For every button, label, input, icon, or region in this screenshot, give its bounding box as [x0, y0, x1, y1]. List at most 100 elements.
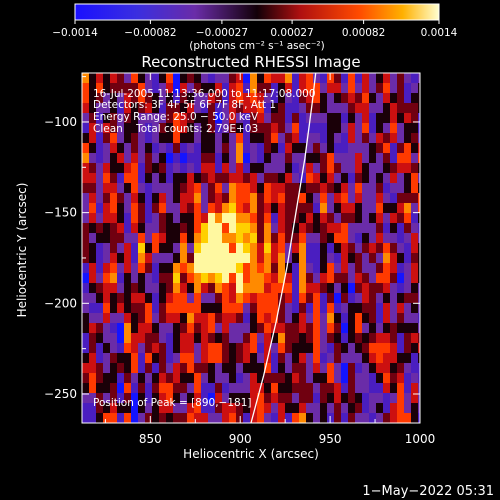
- heatmap-cell: [138, 343, 146, 354]
- heatmap-cell: [103, 73, 111, 84]
- heatmap-cell: [222, 213, 230, 224]
- heatmap-cell: [397, 293, 405, 304]
- heatmap-cell: [362, 243, 370, 254]
- heatmap-cell: [187, 203, 195, 214]
- heatmap-cell: [215, 73, 223, 84]
- heatmap-cell: [180, 363, 188, 374]
- heatmap-cell: [138, 73, 146, 84]
- heatmap-cell: [397, 233, 405, 244]
- heatmap-cell: [383, 153, 391, 164]
- heatmap-cell: [117, 333, 125, 344]
- heatmap-cell: [334, 183, 342, 194]
- heatmap-cell: [285, 273, 293, 284]
- heatmap-cell: [306, 353, 314, 364]
- heatmap-cell: [313, 393, 321, 404]
- heatmap-cell: [334, 343, 342, 354]
- heatmap-cell: [110, 353, 118, 364]
- heatmap-cell: [89, 303, 97, 314]
- heatmap-cell: [173, 93, 181, 104]
- heatmap-cell: [145, 323, 153, 334]
- heatmap-cell: [397, 83, 405, 94]
- heatmap-cell: [362, 113, 370, 124]
- heatmap-cell: [103, 263, 111, 274]
- chart-title: Reconstructed RHESSI Image: [141, 53, 360, 71]
- heatmap-cell: [187, 313, 195, 324]
- heatmap-cell: [229, 153, 237, 164]
- heatmap-cell: [313, 153, 321, 164]
- heatmap-cell: [411, 193, 419, 204]
- heatmap-cell: [397, 173, 405, 184]
- heatmap-cell: [96, 153, 104, 164]
- heatmap-cell: [222, 183, 230, 194]
- heatmap-cell: [376, 273, 384, 284]
- heatmap-cell: [411, 283, 419, 294]
- heatmap-cell: [215, 223, 223, 234]
- heatmap-cell: [362, 343, 370, 354]
- heatmap-cell: [250, 303, 258, 314]
- heatmap-cell: [271, 173, 279, 184]
- heatmap-cell: [250, 383, 258, 394]
- heatmap-cell: [383, 323, 391, 334]
- heatmap-cell: [152, 223, 160, 234]
- heatmap-cell: [194, 353, 202, 364]
- heatmap-cell: [285, 363, 293, 374]
- heatmap-cell: [89, 223, 97, 234]
- heatmap-cell: [355, 273, 363, 284]
- heatmap-cell: [152, 103, 160, 114]
- heatmap-cell: [117, 353, 125, 364]
- heatmap-cell: [229, 403, 237, 414]
- heatmap-cell: [348, 243, 356, 254]
- heatmap-cell: [250, 393, 258, 404]
- heatmap-cell: [124, 93, 132, 104]
- heatmap-cell: [250, 323, 258, 334]
- heatmap-cell: [383, 403, 391, 414]
- heatmap-cell: [271, 403, 279, 414]
- heatmap-cell: [257, 153, 265, 164]
- heatmap-cell: [355, 173, 363, 184]
- heatmap-cell: [292, 193, 300, 204]
- heatmap-cell: [285, 383, 293, 394]
- heatmap-cell: [418, 173, 420, 184]
- heatmap-cell: [159, 383, 167, 394]
- heatmap-cell: [173, 203, 181, 214]
- heatmap-cell: [145, 153, 153, 164]
- heatmap-cell: [145, 103, 153, 114]
- heatmap-cell: [278, 143, 286, 154]
- heatmap-cell: [159, 123, 167, 134]
- heatmap-cell: [271, 393, 279, 404]
- heatmap-cell: [229, 293, 237, 304]
- heatmap-cell: [152, 143, 160, 154]
- heatmap-cell: [320, 123, 328, 134]
- heatmap-cell: [82, 303, 90, 314]
- heatmap-cell: [124, 233, 132, 244]
- heatmap-cell: [117, 163, 125, 174]
- heatmap-cell: [313, 343, 321, 354]
- heatmap-cell: [376, 143, 384, 154]
- heatmap-cell: [236, 93, 244, 104]
- heatmap-cell: [369, 273, 377, 284]
- heatmap-cell: [229, 183, 237, 194]
- heatmap-cell: [103, 113, 111, 124]
- heatmap-cell: [110, 293, 118, 304]
- heatmap-cell: [173, 153, 181, 164]
- heatmap-cell: [131, 303, 139, 314]
- heatmap-cell: [292, 383, 300, 394]
- heatmap-cell: [390, 93, 398, 104]
- heatmap-cell: [348, 183, 356, 194]
- heatmap-cell: [334, 243, 342, 254]
- heatmap-cell: [159, 343, 167, 354]
- heatmap-cell: [411, 113, 419, 124]
- heatmap-cell: [334, 153, 342, 164]
- heatmap-cell: [348, 173, 356, 184]
- heatmap-cell: [313, 303, 321, 314]
- heatmap-cell: [369, 223, 377, 234]
- heatmap-cell: [313, 183, 321, 194]
- heatmap-cell: [397, 183, 405, 194]
- heatmap-cell: [159, 163, 167, 174]
- heatmap-cell: [180, 163, 188, 174]
- heatmap-cell: [131, 73, 139, 84]
- heatmap-cell: [383, 173, 391, 184]
- heatmap-cell: [222, 103, 230, 114]
- heatmap-cell: [306, 343, 314, 354]
- heatmap-cell: [229, 393, 237, 404]
